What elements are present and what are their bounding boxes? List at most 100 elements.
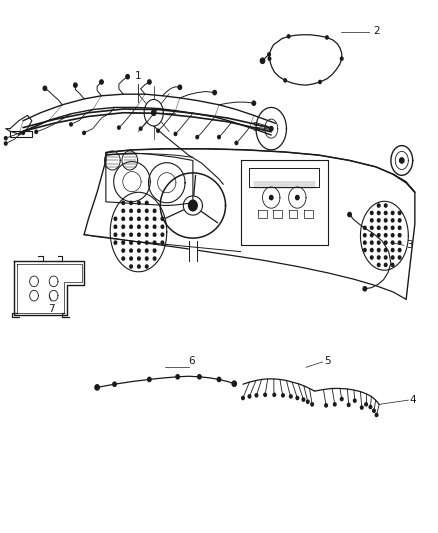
Circle shape — [198, 375, 201, 379]
Circle shape — [122, 209, 124, 213]
Circle shape — [378, 204, 380, 207]
Text: 1: 1 — [135, 71, 142, 81]
Circle shape — [268, 53, 270, 56]
Circle shape — [353, 399, 356, 402]
Circle shape — [385, 212, 387, 215]
Circle shape — [122, 201, 124, 205]
Circle shape — [130, 233, 132, 236]
Circle shape — [161, 217, 164, 220]
Circle shape — [369, 406, 372, 409]
Circle shape — [363, 287, 367, 291]
Circle shape — [153, 249, 156, 252]
Circle shape — [307, 400, 309, 403]
Circle shape — [145, 217, 148, 220]
Circle shape — [375, 414, 378, 417]
Circle shape — [371, 241, 373, 244]
Circle shape — [4, 136, 7, 140]
Circle shape — [138, 257, 140, 260]
Circle shape — [138, 241, 140, 244]
Circle shape — [130, 225, 132, 228]
Circle shape — [398, 248, 401, 252]
Circle shape — [347, 403, 350, 407]
Circle shape — [378, 248, 380, 252]
Circle shape — [145, 249, 148, 252]
Circle shape — [152, 110, 156, 115]
Circle shape — [153, 233, 156, 236]
Circle shape — [371, 233, 373, 237]
Circle shape — [114, 217, 117, 220]
Circle shape — [378, 226, 380, 229]
Circle shape — [373, 409, 375, 413]
Circle shape — [130, 257, 132, 260]
Circle shape — [287, 35, 290, 38]
Circle shape — [145, 233, 148, 236]
Circle shape — [126, 75, 129, 79]
Circle shape — [399, 158, 404, 163]
Circle shape — [138, 201, 140, 205]
Circle shape — [153, 209, 156, 213]
Circle shape — [145, 209, 148, 213]
Circle shape — [70, 123, 72, 126]
Circle shape — [161, 233, 164, 236]
Circle shape — [371, 248, 373, 252]
Circle shape — [138, 265, 140, 268]
Circle shape — [145, 201, 148, 205]
Circle shape — [371, 212, 373, 215]
Circle shape — [391, 219, 394, 222]
Circle shape — [273, 393, 276, 397]
Circle shape — [122, 217, 124, 220]
Circle shape — [302, 398, 305, 401]
Circle shape — [176, 375, 180, 379]
Circle shape — [255, 394, 258, 397]
Circle shape — [242, 397, 244, 400]
Circle shape — [371, 219, 373, 222]
Circle shape — [398, 226, 401, 229]
Circle shape — [391, 263, 394, 266]
Circle shape — [153, 257, 156, 260]
Circle shape — [364, 226, 366, 229]
Circle shape — [74, 83, 77, 87]
Text: 5: 5 — [324, 356, 331, 366]
Circle shape — [153, 225, 156, 228]
Circle shape — [269, 126, 273, 131]
Circle shape — [178, 85, 182, 90]
Circle shape — [398, 256, 401, 259]
Circle shape — [340, 57, 343, 60]
Circle shape — [138, 217, 140, 220]
Circle shape — [268, 57, 271, 60]
Circle shape — [218, 135, 220, 139]
Circle shape — [340, 398, 343, 401]
Circle shape — [385, 219, 387, 222]
Circle shape — [130, 265, 132, 268]
Circle shape — [385, 204, 387, 207]
Circle shape — [122, 249, 124, 252]
Circle shape — [122, 257, 124, 260]
Circle shape — [145, 257, 148, 260]
Circle shape — [122, 241, 124, 244]
Circle shape — [138, 225, 140, 228]
Circle shape — [130, 249, 132, 252]
Circle shape — [385, 248, 387, 252]
Circle shape — [284, 79, 286, 82]
Circle shape — [232, 381, 237, 386]
Circle shape — [364, 241, 366, 244]
Circle shape — [130, 209, 132, 213]
Circle shape — [364, 248, 366, 252]
Circle shape — [398, 212, 401, 215]
Circle shape — [333, 403, 336, 406]
Circle shape — [252, 101, 255, 106]
Circle shape — [138, 233, 140, 236]
Circle shape — [385, 256, 387, 259]
Circle shape — [117, 126, 120, 129]
Circle shape — [398, 241, 401, 244]
Circle shape — [391, 256, 394, 259]
Circle shape — [130, 241, 132, 244]
Circle shape — [296, 196, 299, 200]
Circle shape — [378, 233, 380, 237]
Circle shape — [378, 241, 380, 244]
Circle shape — [290, 395, 292, 398]
Circle shape — [269, 196, 273, 200]
Circle shape — [319, 80, 321, 84]
Circle shape — [391, 241, 394, 244]
Text: 7: 7 — [48, 304, 55, 313]
